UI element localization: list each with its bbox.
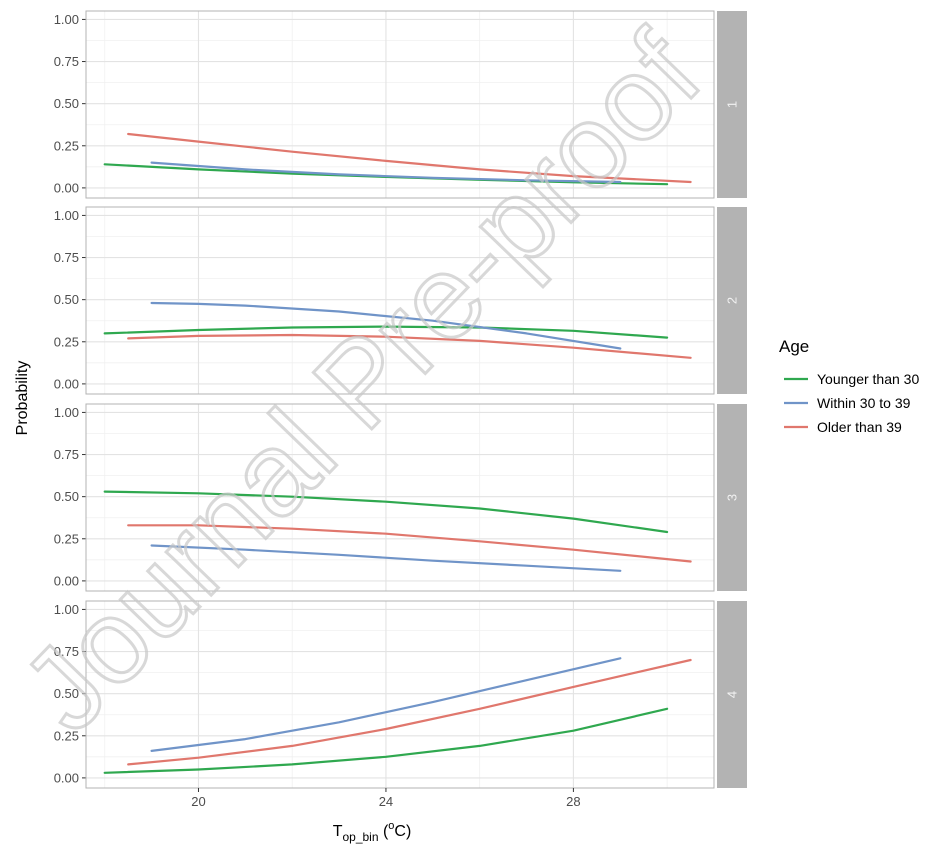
x-axis-title-open: ( [379, 823, 389, 840]
panel-2: 0.00 0.25 0.50 0.75 1.00 2 [54, 206, 747, 395]
panel-border [85, 10, 715, 199]
y-tick-label: 0.25 [54, 531, 79, 546]
series-line-within-30-to-39 [150, 161, 622, 184]
series-line-younger-than-30 [103, 490, 669, 534]
x-axis-title: Top_bin (oC) [333, 820, 412, 844]
panel-border [85, 206, 715, 395]
legend-label: Within 30 to 39 [817, 395, 911, 411]
y-tick-label: 0.00 [54, 180, 79, 195]
y-tick-label: 0.00 [54, 770, 79, 785]
legend-item: Younger than 30 [784, 371, 919, 387]
legend-item: Within 30 to 39 [784, 395, 911, 411]
y-tick-label: 0.50 [54, 292, 79, 307]
y-tick-label: 0.75 [54, 644, 79, 659]
panels-layer: 0.00 0.25 0.50 0.75 1.00 1 0.00 0.25 0.50 0.75 1.0… [54, 10, 747, 789]
y-tick-label: 0.00 [54, 573, 79, 588]
y-tick-label: 1.00 [54, 405, 79, 420]
y-tick-label: 0.75 [54, 54, 79, 69]
facet-strip-label: 3 [725, 494, 740, 501]
x-tick-label: 28 [566, 794, 580, 809]
series-line-within-30-to-39 [150, 301, 622, 350]
legend-label: Older than 39 [817, 419, 902, 435]
panel-border [85, 600, 715, 789]
y-tick-label: 0.50 [54, 96, 79, 111]
y-tick-label: 0.50 [54, 686, 79, 701]
y-tick-label: 1.00 [54, 208, 79, 223]
facet-strip [717, 601, 747, 788]
legend-title: Age [779, 337, 809, 356]
series-line-older-than-39 [127, 132, 692, 184]
series-line-within-30-to-39 [150, 657, 622, 753]
x-axis-title-close: C) [394, 823, 411, 840]
series-line-older-than-39 [127, 658, 692, 766]
y-tick-label: 0.75 [54, 447, 79, 462]
x-axis-title-sup: o [388, 820, 394, 832]
series-line-younger-than-30 [103, 707, 669, 774]
series-line-within-30-to-39 [150, 544, 622, 572]
y-tick-label: 0.25 [54, 138, 79, 153]
panel-1: 0.00 0.25 0.50 0.75 1.00 1 [54, 10, 747, 199]
x-tick-label: 24 [379, 794, 393, 809]
y-tick-label: 1.00 [54, 602, 79, 617]
panel-3: 0.00 0.25 0.50 0.75 1.00 3 [54, 403, 747, 592]
x-axis-title-base: T [333, 823, 343, 840]
legend-item: Older than 39 [784, 419, 902, 435]
series-line-younger-than-30 [103, 325, 669, 339]
x-axis: 20 24 28 [191, 788, 581, 809]
y-tick-label: 0.75 [54, 250, 79, 265]
y-tick-label: 0.25 [54, 728, 79, 743]
y-axis-title: Probability [14, 361, 31, 436]
legend-label: Younger than 30 [817, 371, 919, 387]
facet-strip-label: 1 [725, 101, 740, 108]
panel-border [85, 403, 715, 592]
y-tick-label: 1.00 [54, 12, 79, 27]
y-tick-label: 0.50 [54, 489, 79, 504]
legend: Age Younger than 30 Within 30 to 39 Older … [779, 337, 919, 435]
facet-strip [717, 404, 747, 591]
legend-items: Younger than 30 Within 30 to 39 Older than… [784, 371, 919, 435]
x-tick-label: 20 [191, 794, 205, 809]
y-tick-label: 0.25 [54, 334, 79, 349]
y-tick-label: 0.00 [54, 376, 79, 391]
facet-strip [717, 11, 747, 198]
panel-4: 0.00 0.25 0.50 0.75 1.00 4 [54, 600, 747, 789]
facet-strip [717, 207, 747, 394]
series-line-older-than-39 [127, 333, 692, 359]
x-axis-title-sub: op_bin [342, 830, 378, 844]
series-line-older-than-39 [127, 524, 692, 563]
facet-strip-label: 4 [725, 691, 740, 698]
facet-strip-label: 2 [725, 297, 740, 304]
